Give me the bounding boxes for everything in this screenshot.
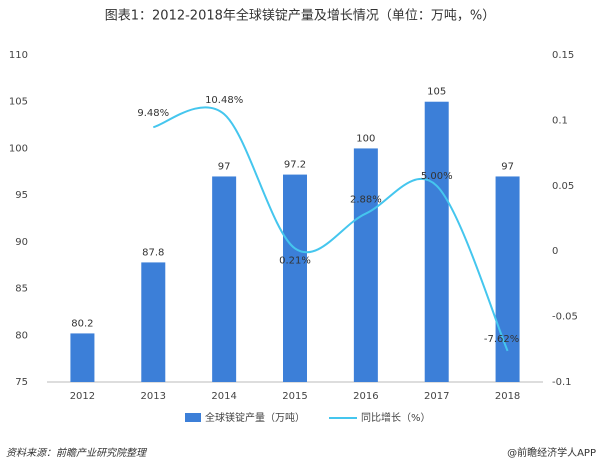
bar <box>70 333 95 382</box>
bar-value-label: 87.8 <box>142 247 164 258</box>
y2-tick-label: -0.1 <box>552 377 572 388</box>
legend-label: 全球镁锭产量（万吨） <box>205 411 305 424</box>
source: 资料来源：前瞻产业研究院整理 <box>6 447 148 459</box>
y-tick-label: 80 <box>15 330 28 341</box>
line-value-label: 2.88% <box>350 195 382 206</box>
y-tick-label: 105 <box>9 97 28 108</box>
y-tick-label: 90 <box>15 237 28 248</box>
bar <box>495 176 520 382</box>
y2-tick-label: -0.05 <box>552 312 578 323</box>
x-tick-label: 2014 <box>211 391 236 402</box>
x-tick-label: 2016 <box>353 391 378 402</box>
line-value-label: 10.48% <box>205 95 243 106</box>
line-value-label: 9.48% <box>137 108 169 119</box>
bar <box>141 262 166 382</box>
x-tick-label: 2012 <box>70 391 95 402</box>
bar <box>424 101 449 382</box>
y-tick-label: 95 <box>15 190 28 201</box>
y-tick-label: 85 <box>15 284 28 295</box>
bar-value-label: 97 <box>218 161 231 172</box>
y2-tick-label: 0 <box>552 246 558 257</box>
bar-value-label: 97.2 <box>284 160 306 171</box>
chart-title: 图表1：2012-2018年全球镁锭产量及增长情况（单位：万吨，%） <box>105 8 495 24</box>
y-tick-label: 100 <box>9 143 28 154</box>
y2-tick-label: 0.05 <box>552 181 574 192</box>
bar <box>283 174 307 382</box>
bar-value-label: 97 <box>501 161 514 172</box>
y-tick-label: 110 <box>9 50 28 61</box>
bar-value-label: 80.2 <box>71 318 93 329</box>
x-tick-label: 2013 <box>141 391 166 402</box>
line-value-label: 0.21% <box>279 255 311 266</box>
bar-value-label: 105 <box>427 87 446 98</box>
line <box>152 106 509 352</box>
legend-label: 同比增长（%） <box>361 411 431 424</box>
y2-tick-label: 0.15 <box>552 50 574 61</box>
footer: @前瞻经济学人APP <box>507 446 596 459</box>
x-tick-label: 2015 <box>282 391 307 402</box>
line-value-label: 5.00% <box>421 171 453 182</box>
bar <box>353 148 378 382</box>
bar-value-label: 100 <box>356 133 375 144</box>
x-tick-label: 2017 <box>424 391 449 402</box>
bar <box>212 176 237 382</box>
y2-tick-label: 0.1 <box>552 115 568 126</box>
x-tick-label: 2018 <box>495 391 520 402</box>
line-value-label: -7.62% <box>484 334 519 345</box>
legend-swatch <box>185 413 201 422</box>
y-tick-label: 75 <box>15 377 28 388</box>
